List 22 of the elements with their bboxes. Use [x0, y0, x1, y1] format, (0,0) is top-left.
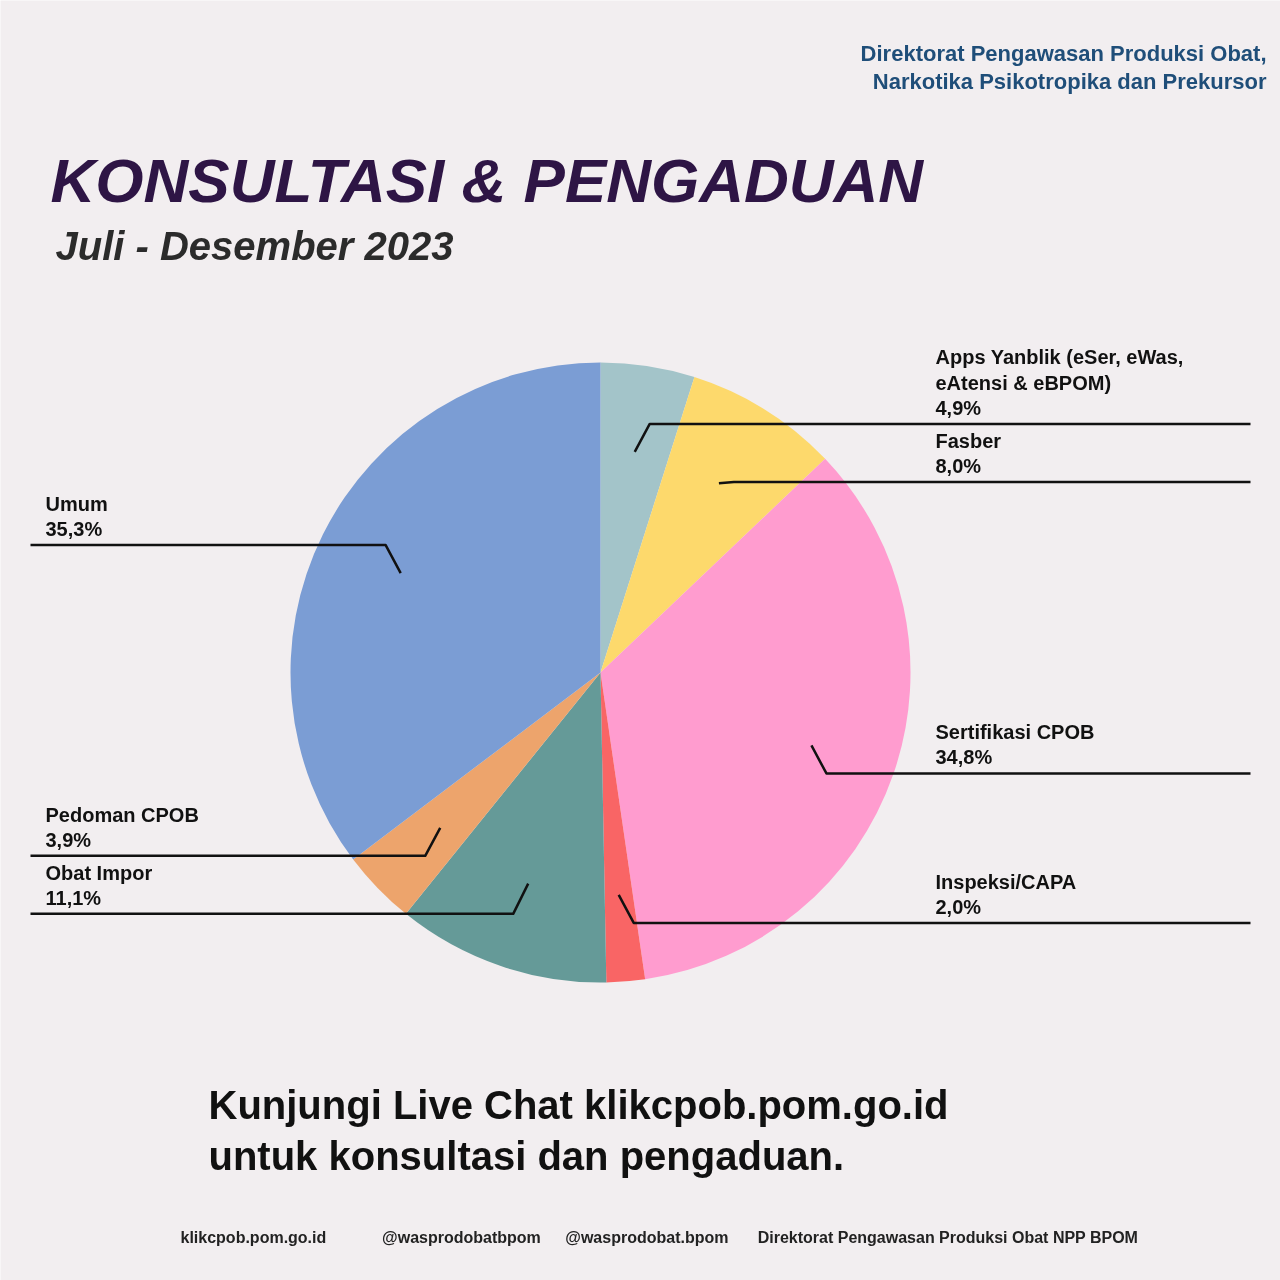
slice-label: Pedoman CPOB [45, 803, 199, 826]
slice-label: Sertifikasi CPOB [935, 721, 1095, 744]
text: Direktorat Pengawasan Produksi Obat, Narkotika Psikotropika dan Prekursor [860, 40, 1267, 95]
text: Direktorat Pengawasan Produksi Obat NPP BPOM [757, 1229, 1138, 1246]
text: @wasprodobatbpom [382, 1229, 541, 1246]
slice-label: Fasber [935, 429, 1002, 452]
slice-label: Obat Impor [45, 861, 153, 884]
data-label: 35,3% [45, 518, 103, 541]
data-label: 34,8% [935, 746, 993, 769]
data-label: 3,9% [45, 828, 92, 851]
slice-label: Inspeksi/CAPA [935, 870, 1077, 893]
slice-label: Umum [45, 492, 108, 515]
data-label: 4,9% [935, 396, 982, 419]
data-label: 8,0% [935, 454, 982, 477]
data-label: 2,0% [935, 895, 982, 918]
text: @wasprodobat.bpom [565, 1229, 729, 1246]
slice-label: Apps Yanblik (eSer, eWas, eAtensi & eBPOM) [935, 346, 1184, 394]
text: klikcpob.pom.go.id [180, 1229, 327, 1246]
chart-subtitle: Juli - Desember 2023 [55, 223, 454, 268]
data-label: 11,1% [45, 886, 102, 909]
chart-title: KONSULTASI & PENGADUAN [50, 146, 925, 215]
text: Kunjungi Live Chat klikcpob.pom.go.id untuk konsultasi dan pengaduan. [208, 1083, 949, 1178]
